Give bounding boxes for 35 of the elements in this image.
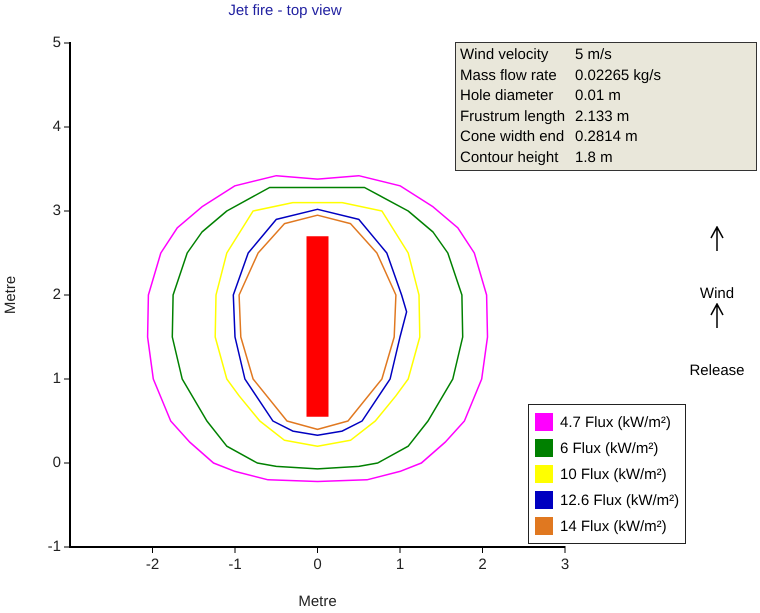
y-axis-title: Metre [2, 276, 20, 314]
x-tick-label: 3 [560, 556, 570, 574]
chart-title: Jet fire - top view [227, 2, 343, 19]
annotation: 12.6 Flux (kW/m²) [560, 492, 680, 508]
annotation: Wind velocity [460, 45, 550, 65]
y-tick-label: 3 [52, 202, 61, 220]
annotation: 10 Flux (kW/m²) [560, 466, 667, 482]
annotation: 6 Flux (kW/m²) [560, 440, 658, 456]
y-tick-label: 5 [52, 34, 61, 52]
x-tick-label: 2 [478, 556, 487, 574]
text: 2.133 m [575, 108, 630, 124]
x-axis-title: Metre [298, 593, 337, 610]
annotation: Mass flow rate [460, 66, 558, 86]
text: 5 m/s [575, 46, 612, 63]
y-tick-label: 1 [52, 370, 61, 388]
x-tick-label: -2 [146, 556, 160, 574]
annotation: Hole diameter [460, 86, 554, 106]
x-tick-label: 1 [396, 556, 404, 574]
text: 1.8 m [575, 148, 613, 166]
annotation: 4.7 Flux (kW/m²) [560, 414, 671, 430]
text: 0.02265 kg/s [575, 66, 661, 84]
annotation: Cone width end [460, 127, 566, 147]
annotation: Frustrum length [460, 106, 566, 126]
y-tick-label: 0 [52, 454, 61, 472]
x-tick-label: -1 [228, 556, 242, 574]
text: Release [688, 362, 746, 379]
text: 0.2814 m [575, 128, 638, 145]
y-tick-label: 4 [52, 118, 61, 136]
text: Wind [698, 285, 736, 302]
y-tick-label: 2 [52, 286, 61, 304]
y-tick-label: -1 [48, 538, 61, 556]
x-tick-label: 0 [313, 556, 322, 574]
text: 0.01 m [575, 87, 621, 104]
annotation: 14 Flux (kW/m²) [560, 518, 667, 534]
annotation: Contour height [460, 148, 560, 168]
